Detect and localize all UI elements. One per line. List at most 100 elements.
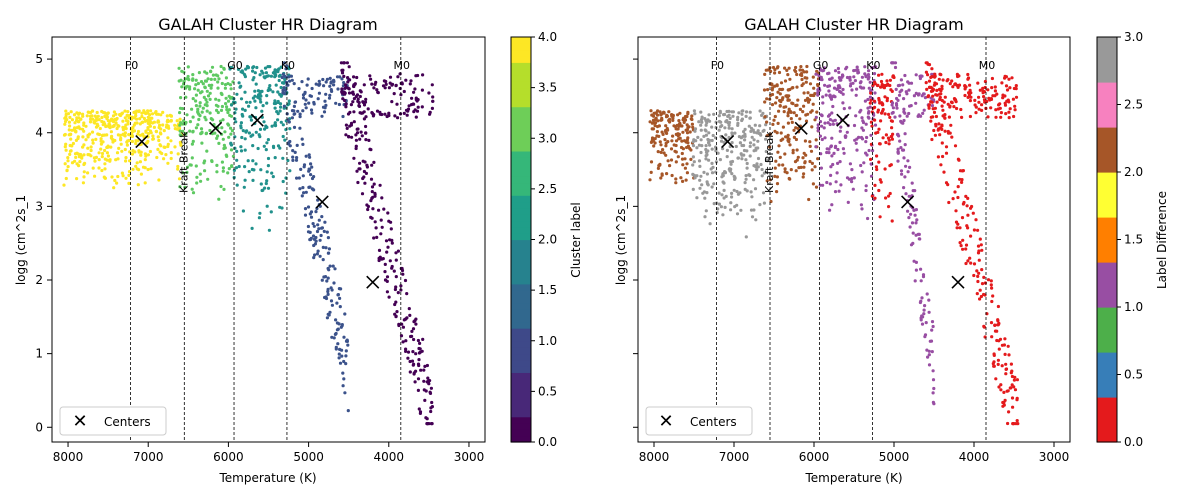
right-point [899, 146, 903, 150]
right-point [893, 61, 898, 65]
right-point [708, 222, 712, 226]
right-point [957, 83, 962, 87]
right-point [869, 133, 873, 137]
left-point [191, 191, 196, 195]
left-colorbar-segment [511, 207, 531, 215]
left-point [326, 236, 330, 240]
left-point [166, 136, 170, 140]
left-point [317, 227, 321, 231]
left-point [355, 75, 359, 80]
left-point [325, 230, 329, 234]
right-point [941, 114, 945, 118]
left-point [301, 109, 305, 113]
right-point [652, 121, 656, 125]
left-point [364, 124, 368, 129]
left-point [417, 358, 421, 362]
left-point [390, 241, 394, 245]
left-point [404, 78, 408, 82]
left-y-tick-label: 4 [35, 126, 43, 140]
left-point [341, 114, 345, 119]
left-point [205, 109, 209, 113]
right-point [953, 98, 958, 102]
left-point [115, 151, 120, 155]
left-point [362, 117, 366, 121]
left-point [394, 258, 398, 262]
left-colorbar-segment [511, 81, 531, 89]
left-point [324, 80, 328, 84]
left-point [344, 105, 348, 109]
left-point [279, 120, 283, 124]
left-point [103, 162, 107, 166]
left-point [149, 167, 153, 171]
right-point [770, 92, 775, 97]
left-point [266, 138, 270, 142]
left-point [305, 83, 309, 87]
right-point [962, 200, 966, 205]
right-point [902, 110, 906, 114]
right-point [831, 122, 836, 126]
right-point [674, 181, 678, 185]
right-point [901, 83, 905, 87]
left-point [338, 361, 343, 365]
right-point [759, 162, 763, 167]
left-point [182, 82, 186, 86]
left-point [343, 98, 347, 103]
right-point [914, 91, 918, 95]
right-point [810, 125, 814, 129]
right-point [729, 162, 733, 166]
right-point [722, 188, 726, 192]
left-colorbar-segment [511, 429, 531, 437]
right-point [660, 173, 664, 177]
left-point [157, 178, 161, 182]
right-point [930, 328, 934, 332]
right-point [800, 83, 804, 88]
left-point [372, 182, 376, 186]
right-point [811, 75, 815, 79]
right-point [1003, 337, 1007, 341]
right-point [973, 103, 977, 107]
right-point [661, 148, 665, 152]
right-point [914, 268, 919, 272]
left-point [221, 118, 225, 122]
left-point [226, 110, 230, 115]
right-point [660, 130, 664, 134]
left-point [93, 121, 97, 125]
left-point [213, 131, 217, 135]
left-point [362, 175, 366, 179]
left-point [309, 236, 313, 240]
right-point [923, 96, 928, 100]
left-colorbar-segment [511, 372, 531, 380]
right-point [935, 88, 939, 92]
right-point [968, 83, 972, 87]
left-point [251, 69, 255, 73]
right-point [672, 124, 676, 128]
right-x-tick-label: 7000 [719, 450, 750, 464]
left-point [372, 86, 376, 90]
right-point [914, 73, 918, 77]
left-point [138, 122, 142, 126]
left-point [198, 104, 202, 108]
right-x-axis-label: Temperature (K) [804, 471, 902, 485]
left-colorbar-tick-label: 3.0 [538, 131, 557, 145]
left-point [162, 157, 166, 161]
left-colorbar-segment [511, 112, 531, 120]
left-point [269, 74, 273, 78]
right-point [762, 201, 767, 205]
left-point [373, 192, 377, 196]
left-point [250, 226, 254, 230]
left-point [405, 292, 409, 296]
left-point [63, 132, 67, 137]
right-point [890, 219, 894, 223]
left-point [229, 103, 234, 107]
left-point [392, 269, 396, 273]
left-point [148, 116, 152, 120]
left-point [285, 64, 289, 68]
right-point [933, 72, 937, 76]
left-point [194, 104, 198, 108]
left-point [426, 376, 430, 380]
left-point [136, 132, 140, 136]
left-point [186, 65, 190, 69]
right-point [730, 110, 734, 114]
left-point [175, 119, 179, 123]
left-point [201, 82, 205, 86]
